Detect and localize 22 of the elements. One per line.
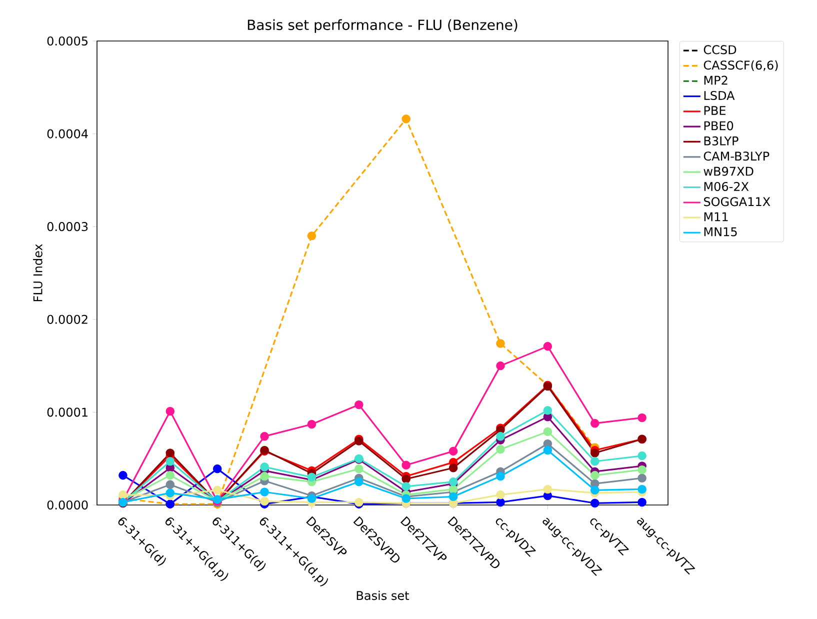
legend-label: M11	[704, 212, 728, 222]
legend-label: MN15	[704, 227, 737, 236]
y-tick-label: 0.0003	[47, 222, 88, 232]
legend-label: wB97XD	[704, 166, 754, 176]
legend-label: PBE0	[704, 121, 734, 130]
legend-label: LSDA	[704, 90, 735, 100]
y-tick-label: 0.0004	[47, 129, 88, 138]
legend-label: CAM-B3LYP	[704, 152, 770, 161]
y-tick-label: 0.0001	[47, 408, 88, 417]
legend-label: M06-2X	[704, 182, 749, 192]
y-tick-label: 0.0005	[47, 36, 88, 46]
chart-title: Basis set performance - FLU (Benzene)	[248, 19, 518, 33]
y-tick-label: 0.0002	[47, 314, 88, 324]
legend-label: MP2	[704, 76, 728, 85]
legend-label: CASSCF(6,6)	[704, 60, 778, 72]
legend-label: PBE	[704, 106, 726, 115]
y-axis-title: FLU Index	[33, 244, 42, 302]
legend-label: SOGGA11X	[704, 197, 770, 206]
x-axis-title: Basis set	[356, 590, 409, 600]
y-tick-label: 0.0000	[47, 500, 88, 510]
legend-label: CCSD	[704, 45, 736, 54]
legend-label: B3LYP	[704, 136, 738, 146]
